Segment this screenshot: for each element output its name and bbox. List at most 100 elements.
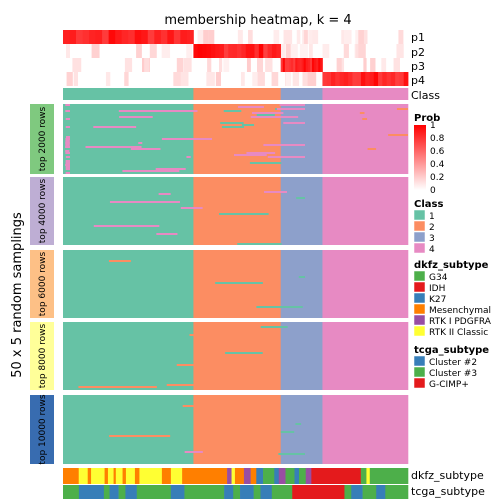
prob-cell — [258, 44, 264, 58]
tcga-track-cell — [376, 485, 386, 499]
prob-cell — [232, 44, 238, 58]
prob-cell — [358, 30, 364, 44]
dkfz-track-cell — [227, 468, 232, 484]
prob-cell — [183, 58, 192, 72]
heatmap-noise-cell — [249, 162, 282, 164]
heatmap-noise-cell — [225, 352, 263, 354]
dkfz-track-cell — [170, 468, 183, 484]
prob-cell — [105, 72, 111, 86]
heatmap-cell-4 — [322, 395, 409, 464]
heatmap-noise-cell — [241, 124, 255, 126]
prob-cell — [173, 30, 181, 44]
prob-cell — [102, 30, 110, 44]
heatmap-noise-cell — [130, 148, 161, 150]
tcga-legend-swatch-1 — [413, 355, 426, 367]
prob-cell — [302, 72, 308, 86]
heatmap-cell-3 — [280, 177, 323, 245]
prob-cell — [252, 72, 259, 86]
heatmap-noise-cell — [388, 134, 408, 136]
prob-cell — [335, 72, 340, 86]
tcga-track-cell — [240, 485, 254, 499]
heatmap-noise-cell — [180, 207, 203, 209]
prob-cell — [223, 44, 229, 58]
prob-cell — [307, 72, 317, 86]
main-heatmap — [63, 104, 409, 464]
tcga-track-cell — [170, 485, 185, 499]
dkfz-legend-swatch-4 — [413, 303, 426, 315]
prob-cell — [331, 72, 336, 86]
tcga-legend-title: tcga_subtype — [414, 345, 489, 356]
heatmap-noise-cell — [283, 122, 305, 124]
prob-cell — [369, 72, 375, 86]
row-block-label-2: top 4000 rows — [38, 178, 48, 243]
row-block-strip-4 — [30, 322, 54, 390]
prob-cell — [282, 58, 286, 72]
chart-title: membership heatmap, k = 4 — [164, 13, 351, 28]
tcga-legend-swatch-2 — [413, 366, 426, 378]
heatmap-noise-cell — [65, 110, 70, 112]
prob-cell — [141, 30, 149, 44]
tcga-track-cell — [109, 485, 119, 499]
heatmap-noise-cell — [166, 384, 200, 386]
dkfz-legend-label-2: IDH — [429, 284, 445, 294]
prob-cell — [207, 58, 212, 72]
prob-cell — [396, 44, 404, 58]
heatmap-cell-4 — [322, 250, 409, 318]
prob-cell — [245, 44, 251, 58]
heatmap-noise-cell — [65, 160, 70, 162]
dkfz-track-cell — [87, 468, 92, 484]
prob-tick-08: 0.8 — [430, 134, 445, 144]
prob-cell — [356, 72, 362, 86]
prob-cell — [291, 58, 294, 72]
heatmap-noise-cell — [65, 138, 70, 140]
tcga-track-cell — [136, 485, 172, 499]
prob-cell — [173, 72, 183, 86]
prob-cell — [82, 30, 90, 44]
prob-cell — [91, 44, 100, 58]
prob-cell — [365, 72, 370, 86]
heatmap-noise-cell — [251, 112, 284, 114]
dkfz-track-label: dkfz_subtype — [411, 469, 484, 482]
prob-cell — [320, 58, 323, 72]
heatmap-noise-cell — [189, 334, 212, 336]
heatmap-noise-cell — [65, 136, 70, 138]
dkfz-track-cell — [256, 468, 264, 484]
dkfz-track-cell — [311, 468, 362, 484]
heatmap-cell-4 — [322, 104, 409, 174]
heatmap-cell-4 — [322, 322, 409, 390]
heatmap-noise-cell — [65, 166, 70, 168]
prob-cell — [241, 44, 247, 58]
row-block-strip-1 — [30, 104, 54, 174]
prob-cell — [363, 58, 367, 72]
prob-cell — [382, 72, 388, 86]
dkfz-track-cell — [285, 468, 295, 484]
dkfz-track-cell — [294, 468, 300, 484]
dkfz-track-cell — [360, 468, 367, 484]
prob-cell — [296, 30, 301, 44]
prob-cell — [293, 44, 298, 58]
prob-cell — [267, 44, 273, 58]
heatmap-noise-cell — [65, 118, 70, 120]
heatmap-noise-cell — [65, 172, 70, 174]
heatmap-noise-cell — [109, 435, 171, 437]
p1-label: p1 — [411, 31, 425, 44]
heatmap-noise-cell — [220, 122, 244, 124]
prob-cell — [186, 44, 192, 58]
prob-row-3-bg — [63, 58, 408, 72]
heatmap-noise-cell — [256, 114, 275, 116]
class-cell-2 — [193, 88, 281, 100]
dkfz-track-cell — [161, 468, 172, 484]
dkfz-legend-swatch-2 — [413, 281, 426, 293]
tcga-track-label: tcga_subtype — [411, 485, 485, 498]
prob-cell — [301, 58, 305, 72]
class-legend-swatch-2 — [413, 220, 426, 232]
prob-cell — [89, 30, 96, 44]
tcga-track-cell — [125, 485, 138, 499]
prob-tick-0: 0 — [430, 186, 436, 196]
prob-cell — [358, 44, 366, 58]
probability-rows — [63, 30, 409, 86]
heatmap-noise-cell — [65, 140, 70, 142]
heatmap-noise-cell — [260, 326, 288, 328]
prob-cell — [312, 30, 319, 44]
